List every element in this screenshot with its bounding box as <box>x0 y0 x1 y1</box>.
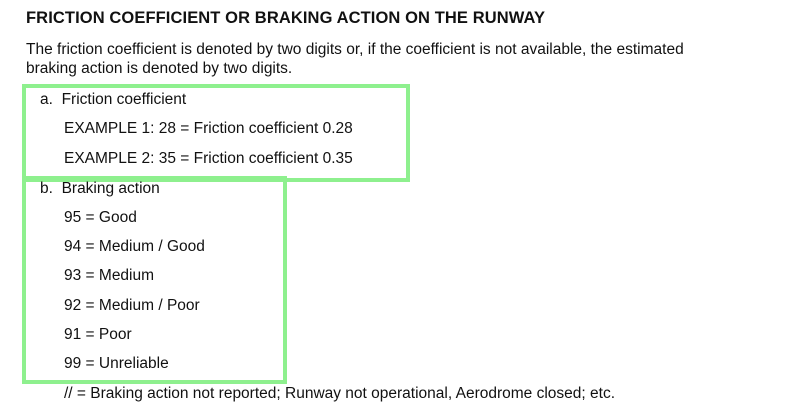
section-a-header: a. Friction coefficient <box>40 91 186 109</box>
section-b-title: Braking action <box>61 180 160 197</box>
braking-item-medium: 93 = Medium <box>64 267 155 284</box>
braking-item-good: 95 = Good <box>64 209 137 226</box>
footnote: // = Braking action not reported; Runway… <box>64 385 615 402</box>
section-heading: FRICTION COEFFICIENT OR BRAKING ACTION O… <box>26 9 546 27</box>
intro-paragraph: The friction coefficient is denoted by t… <box>26 40 786 78</box>
section-b-marker: b. <box>40 180 53 197</box>
intro-line-2: braking action is denoted by two digits. <box>26 60 293 77</box>
example-2: EXAMPLE 2: 35 = Friction coefficient 0.3… <box>64 150 353 167</box>
highlight-box-braking <box>22 176 287 384</box>
section-b-header: b. Braking action <box>40 180 160 198</box>
braking-item-medium-good: 94 = Medium / Good <box>64 238 205 255</box>
example-1: EXAMPLE 1: 28 = Friction coefficient 0.2… <box>64 120 353 137</box>
intro-line-1: The friction coefficient is denoted by t… <box>26 41 684 58</box>
section-a-marker: a. <box>40 91 53 108</box>
highlight-box-friction <box>22 84 410 182</box>
braking-item-unreliable: 99 = Unreliable <box>64 355 169 372</box>
braking-item-poor: 91 = Poor <box>64 326 132 343</box>
section-a-title: Friction coefficient <box>61 91 187 108</box>
braking-item-medium-poor: 92 = Medium / Poor <box>64 297 200 314</box>
